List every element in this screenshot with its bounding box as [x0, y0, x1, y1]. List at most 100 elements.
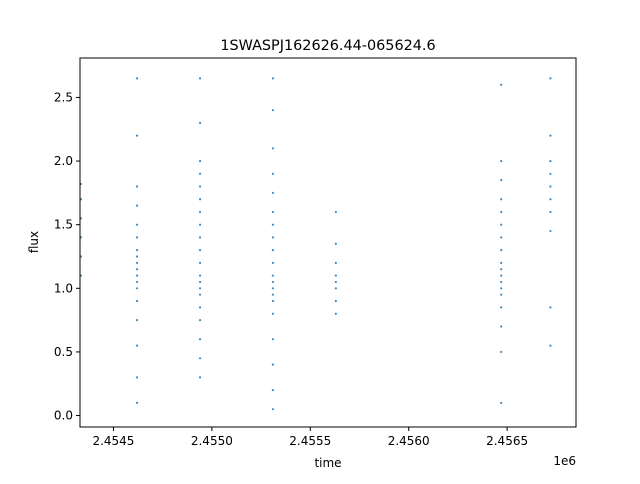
data-point [271, 147, 274, 150]
y-tick-label: 1.0 [54, 281, 73, 295]
data-point [271, 223, 274, 226]
data-point [334, 274, 337, 277]
data-point [549, 185, 552, 188]
data-point [549, 344, 552, 347]
data-point [271, 293, 274, 296]
data-point [198, 159, 202, 163]
x-tick-label: 2.4565 [486, 434, 528, 448]
data-point [198, 185, 202, 188]
data-point [135, 287, 139, 290]
data-point [135, 185, 139, 188]
data-point [500, 179, 503, 182]
data-point [334, 287, 337, 290]
plot-frame [79, 57, 577, 428]
data-point [334, 210, 337, 214]
data-point [198, 319, 202, 322]
data-point [500, 261, 503, 264]
data-point [198, 293, 202, 296]
x-axis-ticks: 2.4545 2.4550 2.4555 2.4560 2.4565 [92, 427, 528, 448]
data-point [334, 242, 337, 245]
x-offset-label: 1e6 [553, 454, 576, 468]
data-point [500, 293, 503, 296]
data-point [271, 287, 274, 290]
data-point [198, 223, 202, 226]
data-point [500, 325, 503, 328]
data-point [271, 210, 274, 214]
y-tick-label: 0.5 [54, 345, 73, 359]
data-point [135, 134, 139, 137]
data-point [198, 357, 202, 360]
data-point [271, 236, 274, 239]
data-point [135, 299, 139, 303]
data-point [135, 268, 139, 271]
y-tick-label: 2.5 [54, 90, 73, 104]
data-point [334, 261, 337, 264]
data-point [500, 159, 503, 163]
data-point [135, 236, 139, 239]
y-tick-label: 1.5 [54, 218, 73, 232]
data-point [500, 198, 503, 201]
data-point [500, 210, 503, 214]
data-point [500, 280, 503, 284]
data-point [135, 280, 139, 284]
data-point [500, 83, 503, 86]
data-point [135, 249, 139, 252]
data-point [549, 198, 552, 201]
data-point [271, 312, 274, 315]
data-point [334, 280, 337, 284]
data-point [549, 172, 552, 175]
data-point [549, 210, 552, 214]
data-point [271, 261, 274, 264]
data-point [334, 312, 337, 315]
scatter-points [79, 77, 552, 411]
data-point [198, 236, 202, 239]
data-point [549, 134, 552, 137]
x-tick-label: 2.4545 [92, 434, 134, 448]
y-tick-label: 2.0 [54, 154, 73, 168]
data-point [198, 249, 202, 252]
data-point [271, 109, 274, 112]
data-point [135, 376, 139, 379]
data-point [198, 338, 202, 341]
data-point [198, 121, 202, 124]
data-point [135, 401, 139, 404]
data-point [198, 274, 202, 277]
data-point [135, 319, 139, 322]
data-point [198, 376, 202, 379]
data-point [198, 261, 202, 264]
data-point [198, 287, 202, 290]
data-point [549, 229, 552, 233]
data-point [500, 249, 503, 252]
data-point [198, 280, 202, 284]
data-point [198, 172, 202, 175]
y-axis-label: flux [27, 231, 41, 253]
data-point [549, 159, 552, 163]
data-point [271, 338, 274, 341]
data-point [135, 274, 139, 277]
data-point [500, 287, 503, 290]
data-point [549, 77, 552, 80]
data-point [135, 344, 139, 347]
data-point [271, 249, 274, 252]
data-point [549, 306, 552, 309]
data-point [271, 363, 274, 366]
data-point [271, 274, 274, 277]
x-tick-label: 2.4550 [191, 434, 233, 448]
data-point [500, 274, 503, 277]
data-point [135, 255, 139, 258]
data-point [198, 210, 202, 214]
data-point [198, 77, 202, 80]
data-point [271, 408, 274, 411]
data-point [271, 172, 274, 175]
chart-title: 1SWASPJ162626.44-065624.6 [220, 38, 435, 54]
data-point [198, 198, 202, 201]
data-point [500, 268, 503, 271]
data-point [271, 77, 274, 80]
data-point [271, 389, 274, 392]
x-axis-label: time [314, 456, 341, 470]
data-point [500, 401, 503, 404]
data-point [135, 77, 139, 80]
